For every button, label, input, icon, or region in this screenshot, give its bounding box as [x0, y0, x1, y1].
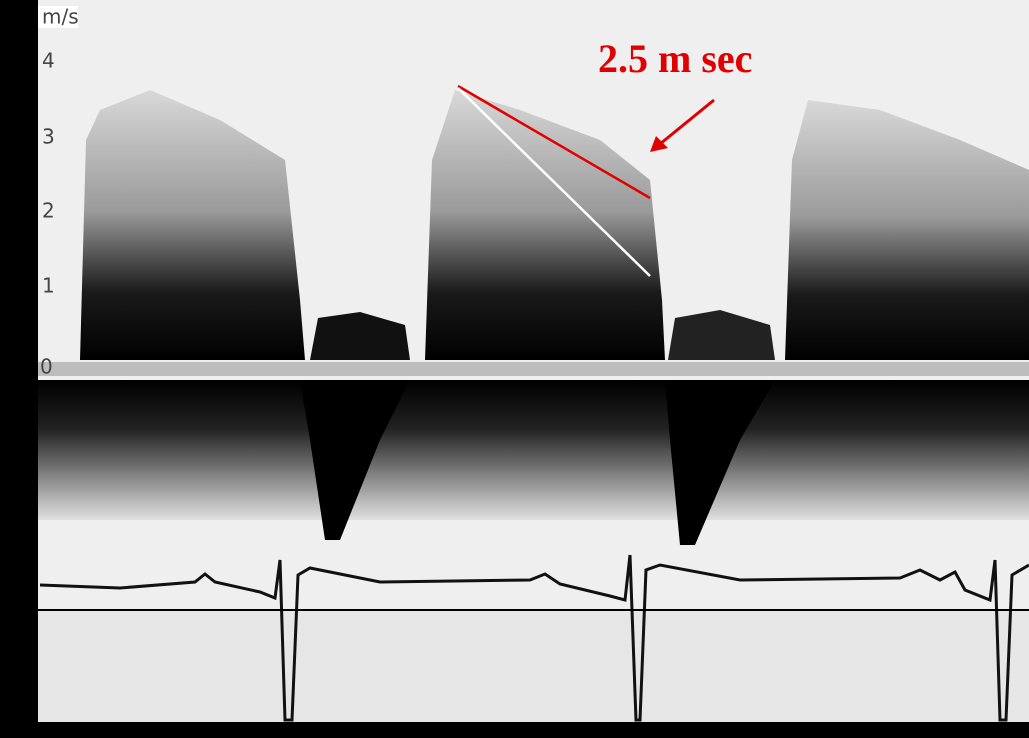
tick-label: 1 [42, 274, 55, 298]
tick-label: 0 [40, 355, 53, 379]
reverse-flow [38, 380, 1029, 520]
annotation: 2.5 m sec [598, 36, 752, 81]
reverse-peak [300, 380, 410, 540]
diastolic-blob [310, 312, 410, 360]
tick-label: 2 [42, 199, 55, 223]
reverse-peak [665, 380, 775, 545]
arrow-shaft [659, 98, 715, 146]
systolic-envelope [785, 100, 1029, 360]
tick-label: 3 [42, 125, 55, 149]
systolic-envelope [425, 90, 665, 360]
slope-line-white [457, 87, 651, 277]
arrow-head [650, 136, 668, 152]
baseline [38, 362, 1029, 376]
ecg-panel [38, 610, 1029, 722]
unit-box [38, 6, 78, 28]
tick-label: 4 [42, 49, 55, 73]
slope-line [457, 84, 651, 200]
systolic-envelope [80, 90, 305, 360]
ecg-trace [39, 554, 1029, 722]
diastolic-blob [668, 310, 775, 360]
axis-unit: m/s [42, 5, 79, 29]
